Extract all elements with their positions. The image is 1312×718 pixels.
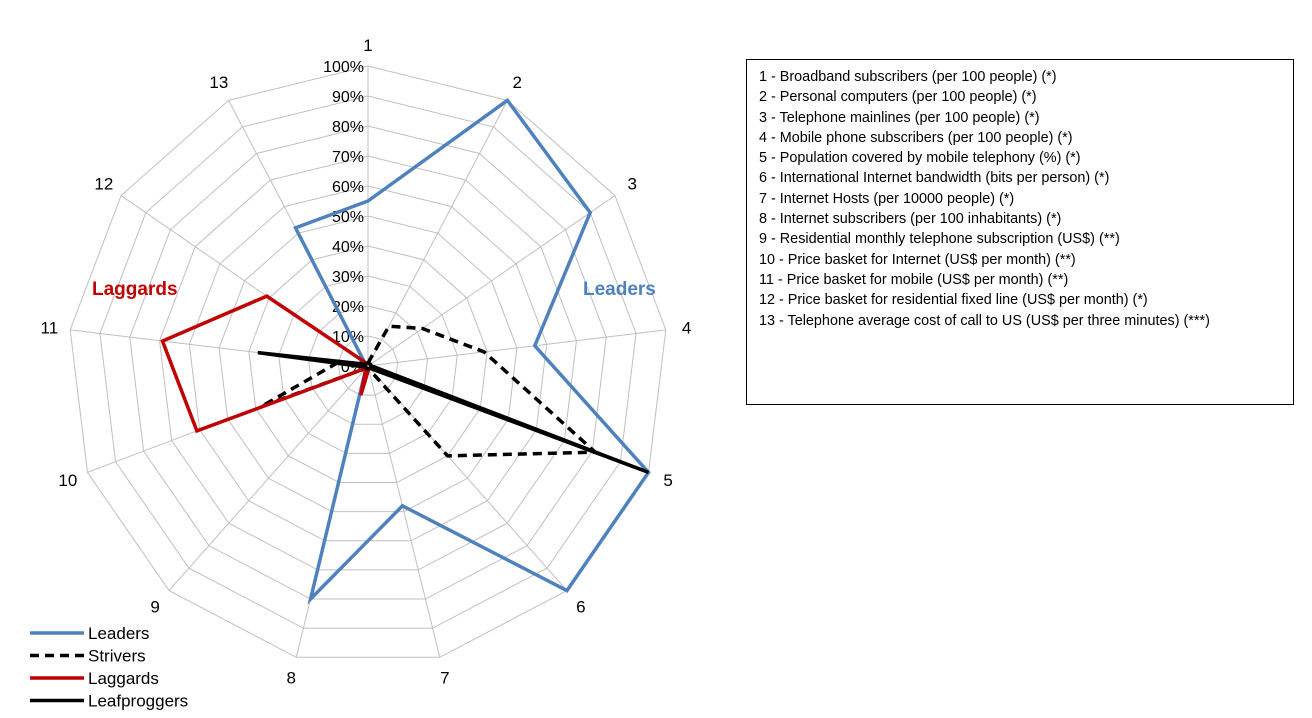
legend-label: Leafproggers: [88, 692, 188, 711]
note-item: 9 - Residential monthly telephone subscr…: [759, 231, 1120, 248]
grid-spoke: [367, 365, 568, 591]
grid-ring: [69, 65, 667, 658]
series-lines: [160, 97, 651, 605]
tick-label: 10%: [332, 329, 364, 346]
axis-label: 10: [58, 471, 77, 490]
axis-label: 6: [576, 597, 585, 616]
grid-ring: [159, 155, 577, 571]
legend-label: Laggards: [88, 669, 159, 688]
note-item: 7 - Internet Hosts (per 10000 people) (*…: [759, 190, 1015, 207]
axis-label: 13: [209, 73, 228, 92]
note-item: 13 - Telephone average cost of call to U…: [759, 312, 1210, 329]
note-item: 1 - Broadband subscribers (per 100 peopl…: [759, 69, 1057, 85]
tick-label: 90%: [332, 89, 364, 106]
axis-label: 11: [41, 318, 59, 337]
tick-label: 30%: [332, 269, 364, 286]
tick-labels: 0%10%20%30%40%50%60%70%80%90%100%: [323, 59, 364, 376]
legend-label: Leaders: [88, 624, 149, 643]
note-item: 11 - Price basket for mobile (US$ per mo…: [759, 271, 1069, 288]
note-item: 5 - Population covered by mobile telepho…: [759, 150, 1081, 167]
tick-label: 70%: [332, 149, 364, 166]
axis-key-box: 1 - Broadband subscribers (per 100 peopl…: [746, 59, 1294, 405]
grid-spoke: [367, 365, 441, 658]
tick-label: 40%: [332, 239, 364, 256]
note-item: 3 - Telephone mainlines (per 100 people)…: [759, 109, 1040, 126]
note-item: 12 - Price basket for residential fixed …: [759, 292, 1148, 309]
grid-ring: [278, 275, 458, 454]
note-item: 10 - Price basket for Internet (US$ per …: [759, 251, 1076, 268]
laggards-annotation: Laggards: [92, 279, 178, 300]
tick-label: 60%: [332, 179, 364, 196]
axis-label: 5: [663, 471, 672, 490]
legend: Leaders Strivers Laggards Leafproggers: [30, 624, 188, 711]
note-item: 4 - Mobile phone subscribers (per 100 pe…: [759, 129, 1073, 146]
axis-label: 3: [627, 175, 636, 194]
axis-label: 8: [286, 669, 295, 688]
tick-label: 80%: [332, 119, 364, 136]
note-item: 8 - Internet subscribers (per 100 inhabi…: [759, 211, 1062, 228]
leaders-annotation: Leaders: [583, 279, 656, 300]
grid-ring: [307, 305, 429, 425]
axis-label: 1: [363, 36, 372, 55]
axis-label: 9: [150, 597, 159, 616]
note-item: 6 - International Internet bandwidth (bi…: [759, 170, 1110, 187]
note-item: 2 - Personal computers (per 100 people) …: [759, 89, 1037, 106]
grid-ring: [337, 335, 399, 396]
grid-ring: [248, 245, 488, 484]
tick-label: 100%: [323, 59, 364, 76]
grid-spoke: [367, 100, 508, 367]
axis-label: 12: [94, 175, 113, 194]
grid-spoke: [367, 329, 666, 367]
grid-spoke: [367, 195, 616, 367]
legend-label: Strivers: [88, 647, 146, 666]
grid-ring: [218, 215, 518, 513]
grid-ring: [129, 125, 607, 600]
axis-label: 2: [512, 73, 521, 92]
axis-label: 4: [682, 318, 691, 337]
grid-ring: [99, 95, 637, 629]
grid-spoke: [168, 365, 369, 591]
series-line-leafproggers: [257, 350, 650, 475]
axis-label: 7: [440, 669, 449, 688]
